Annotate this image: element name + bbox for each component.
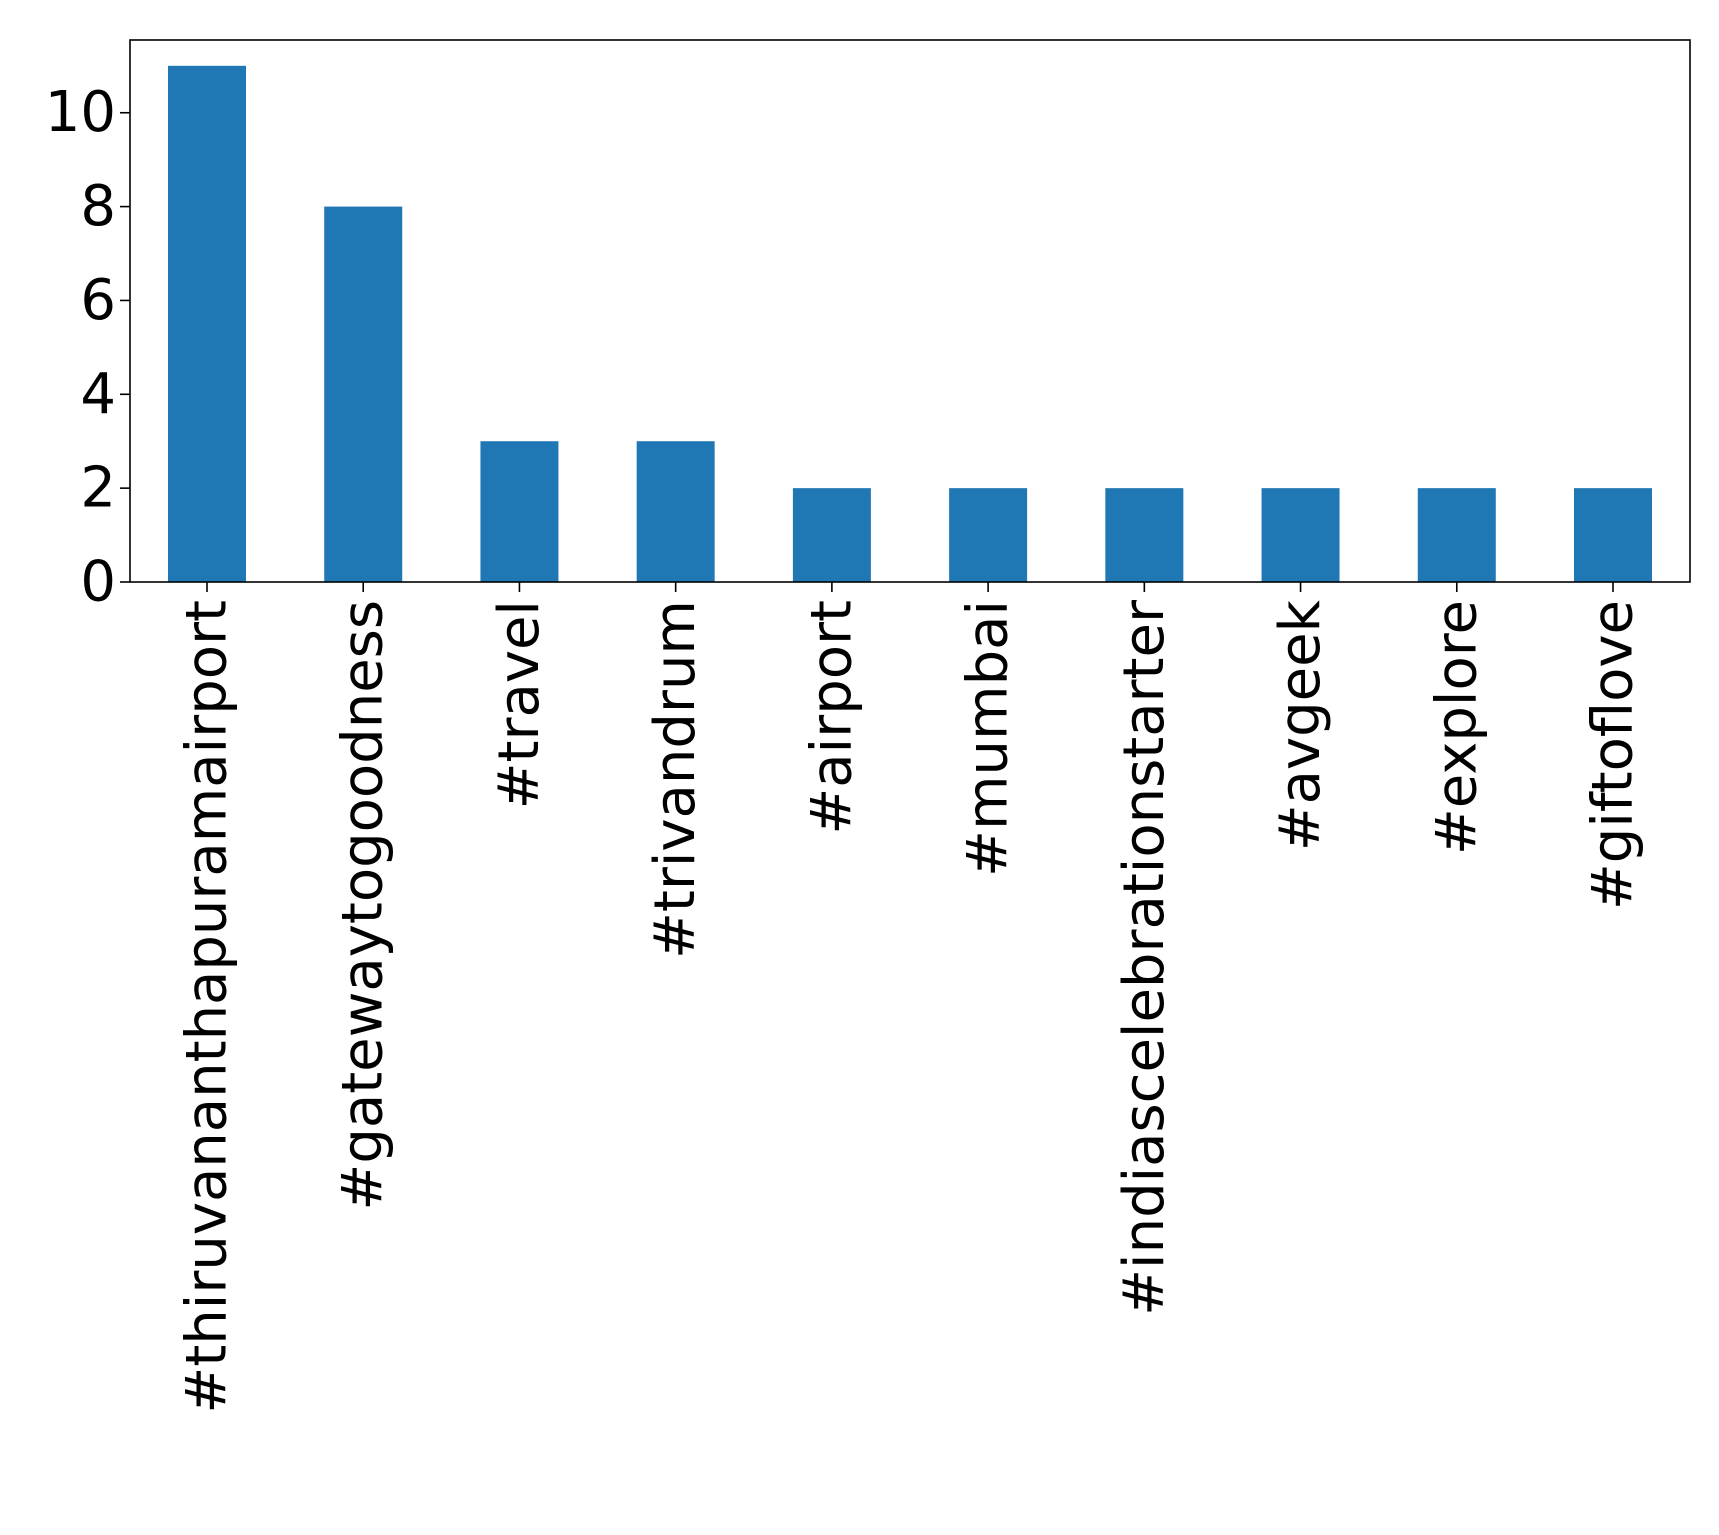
bar-airport [792, 488, 871, 582]
y-axis: 0 2 4 6 8 10 [45, 80, 130, 615]
bar-indiascelebrationstarter [1105, 488, 1184, 582]
plot-area-frame [129, 39, 1691, 583]
bar-gatewaytogoodness [324, 206, 403, 582]
bar-explore [1417, 488, 1496, 582]
y-tick-label: 10 [45, 80, 116, 145]
y-tick-label: 4 [80, 362, 116, 427]
y-tick-label: 8 [80, 174, 116, 239]
bar-trivandrum [636, 441, 715, 582]
bars-layer [168, 65, 1652, 583]
x-tick-label: #gatewaytogoodness [331, 600, 396, 1211]
x-tick-label: #airport [799, 600, 864, 835]
x-tick-label: #trivandrum [643, 600, 708, 959]
y-tick-label: 0 [80, 550, 116, 615]
x-tick-label: #giftoflove [1581, 600, 1646, 910]
bar-travel [480, 441, 559, 582]
bar-avgeek [1261, 488, 1340, 582]
x-tick-label: #mumbai [956, 600, 1021, 877]
x-tick-label: #avgeek [1268, 599, 1333, 851]
x-axis: #thiruvananthapuramairport #gatewaytogood… [175, 582, 1646, 1414]
y-tick-label: 2 [80, 456, 116, 521]
x-tick-label: #indiascelebrationstarter [1112, 599, 1177, 1316]
x-tick-label: #explore [1424, 600, 1489, 855]
y-tick-label: 6 [80, 268, 116, 333]
bar-thiruvananthapuramairport [168, 65, 246, 583]
x-tick-label: #thiruvananthapuramairport [175, 600, 240, 1414]
x-tick-label: #travel [487, 600, 552, 809]
bar-mumbai [949, 488, 1028, 582]
bar-giftoflove [1574, 488, 1652, 582]
